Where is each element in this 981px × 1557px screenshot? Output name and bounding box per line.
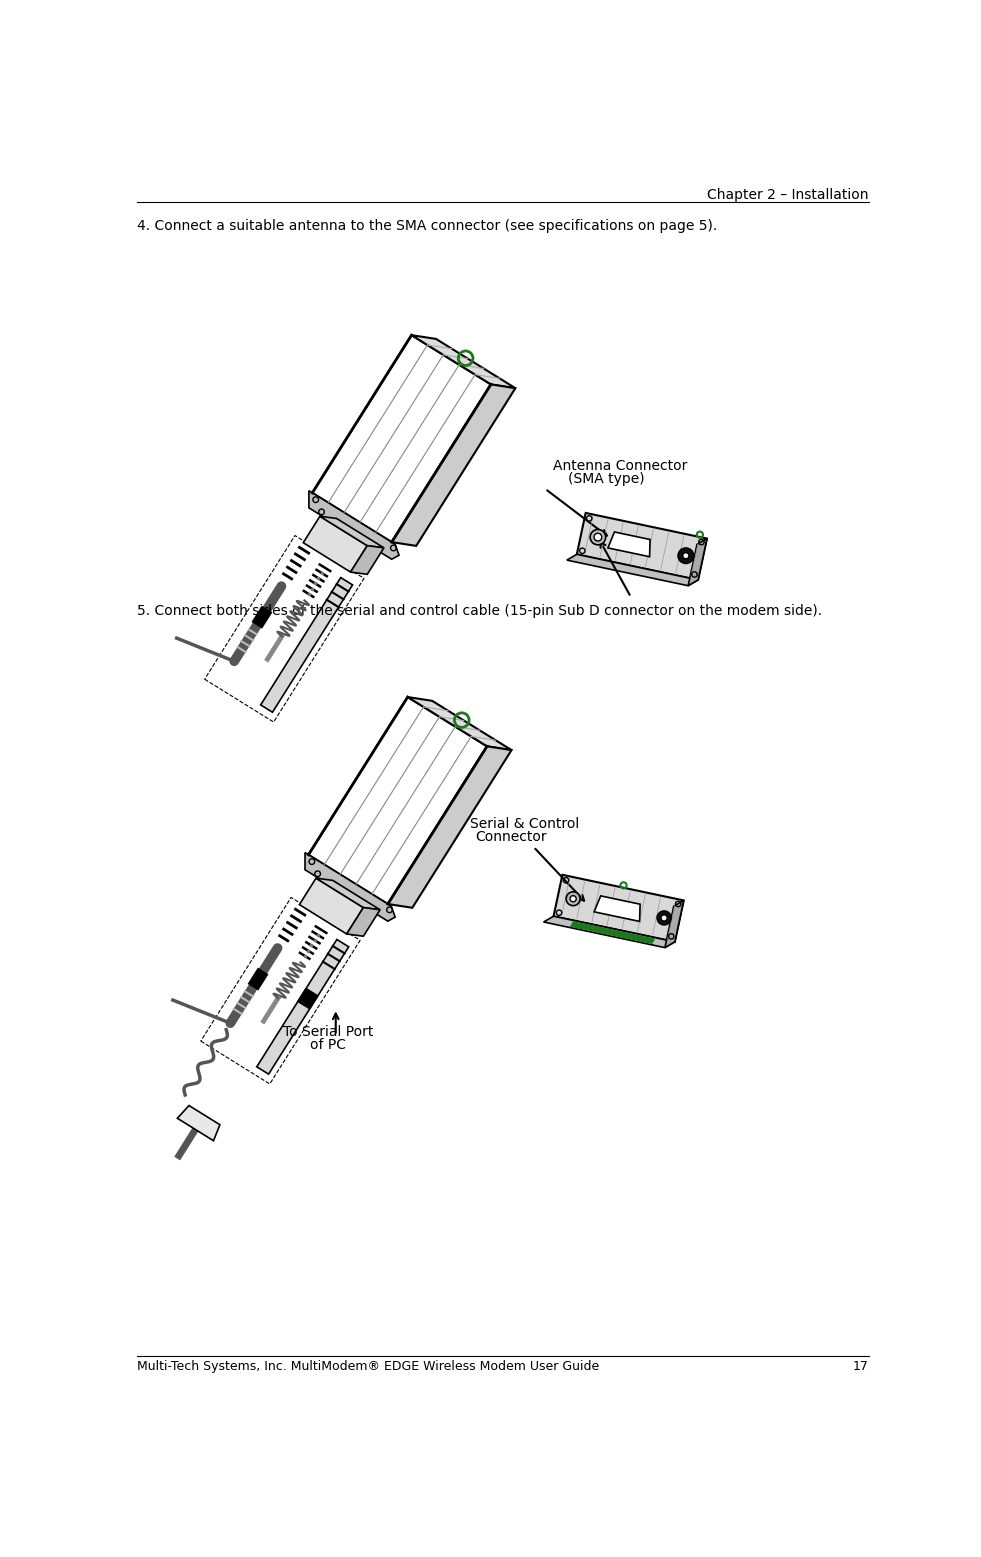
- Polygon shape: [553, 875, 684, 942]
- Polygon shape: [577, 512, 707, 579]
- Polygon shape: [312, 335, 490, 542]
- Polygon shape: [320, 517, 384, 548]
- Polygon shape: [543, 916, 675, 948]
- Polygon shape: [350, 545, 384, 575]
- Text: Chapter 2 – Installation: Chapter 2 – Installation: [707, 188, 869, 202]
- Polygon shape: [257, 939, 348, 1074]
- Polygon shape: [261, 578, 352, 712]
- Polygon shape: [567, 554, 698, 585]
- Text: 5. Connect both sides of the serial and control cable (15-pin Sub D connector on: 5. Connect both sides of the serial and …: [136, 604, 822, 618]
- Polygon shape: [665, 900, 684, 948]
- Polygon shape: [298, 989, 318, 1009]
- Polygon shape: [387, 746, 511, 908]
- Polygon shape: [303, 517, 367, 571]
- Polygon shape: [305, 853, 395, 922]
- Circle shape: [678, 548, 694, 564]
- Polygon shape: [308, 698, 487, 905]
- Text: of PC: of PC: [310, 1039, 346, 1053]
- Circle shape: [683, 553, 689, 559]
- Polygon shape: [608, 532, 650, 557]
- Polygon shape: [309, 490, 399, 559]
- Text: To Serial Port: To Serial Port: [283, 1025, 373, 1039]
- Text: Serial & Control: Serial & Control: [470, 817, 579, 831]
- Circle shape: [566, 892, 580, 906]
- Text: Connector: Connector: [475, 830, 546, 844]
- Circle shape: [661, 916, 667, 922]
- Text: (SMA type): (SMA type): [568, 472, 645, 486]
- Polygon shape: [571, 922, 654, 944]
- Polygon shape: [594, 895, 641, 922]
- Circle shape: [594, 534, 601, 540]
- Polygon shape: [299, 878, 363, 934]
- Circle shape: [570, 895, 576, 902]
- Circle shape: [657, 911, 671, 925]
- Polygon shape: [391, 385, 515, 547]
- Polygon shape: [408, 698, 511, 750]
- Text: 4. Connect a suitable antenna to the SMA connector (see specifications on page 5: 4. Connect a suitable antenna to the SMA…: [136, 220, 717, 234]
- Text: Multi-Tech Systems, Inc. MultiModem® EDGE Wireless Modem User Guide: Multi-Tech Systems, Inc. MultiModem® EDG…: [136, 1359, 598, 1373]
- Polygon shape: [412, 335, 515, 388]
- Text: Antenna Connector: Antenna Connector: [552, 459, 687, 473]
- Polygon shape: [178, 1105, 220, 1141]
- Circle shape: [591, 529, 605, 545]
- Polygon shape: [346, 908, 380, 936]
- Polygon shape: [688, 539, 707, 585]
- Text: 17: 17: [853, 1359, 869, 1373]
- Polygon shape: [316, 878, 380, 909]
